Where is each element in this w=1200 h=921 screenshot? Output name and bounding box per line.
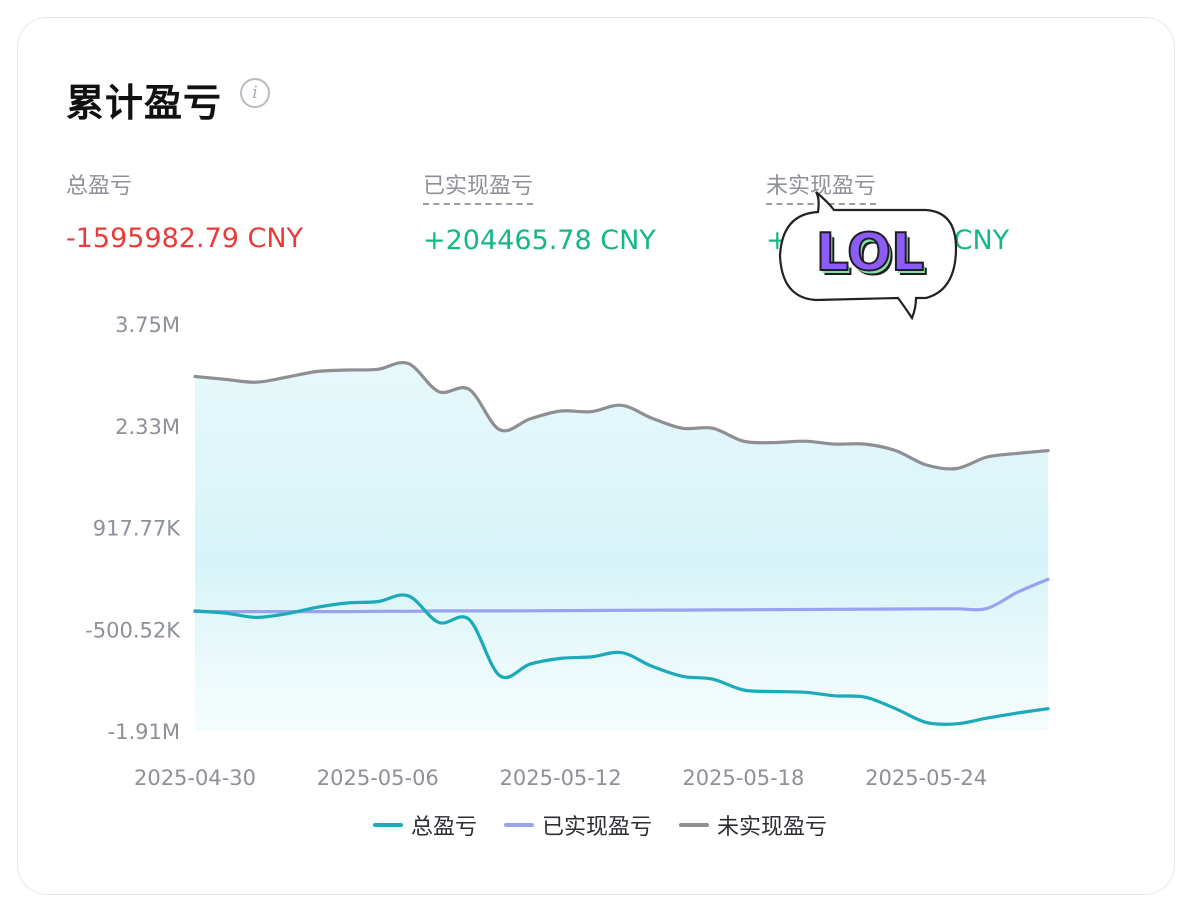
metric-value-total-pnl: -1595982.79 CNY	[66, 223, 304, 254]
x-tick-label: 2025-04-30	[134, 766, 256, 790]
series-line-unrealized	[193, 361, 1050, 471]
metric-label-total-pnl: 总盈亏	[66, 174, 133, 199]
series-line-realized	[193, 577, 1050, 614]
legend-label-total: 总盈亏	[410, 815, 477, 840]
legend-item-total[interactable]: 总盈亏	[372, 809, 477, 841]
svg-text:LOL: LOL	[820, 228, 929, 288]
y-tick-label: 3.75M	[115, 313, 180, 337]
series-line-total	[193, 593, 1050, 726]
y-tick-label: -1.91M	[108, 720, 180, 744]
speech-bubble-icon	[778, 191, 958, 320]
y-tick-label: 917.77K	[93, 517, 181, 541]
metric-value-unrealized-suffix: CNY	[953, 225, 1010, 256]
x-axis-ticks: 2025-04-30 2025-05-06 2025-05-12 2025-05-18…	[134, 766, 987, 790]
sticker-text: LOL	[816, 223, 925, 283]
metric-total-pnl: 总盈亏 -1595982.79 CNY	[66, 168, 303, 254]
y-axis-ticks: 3.75M 2.33M 917.77K -500.52K -1.91M	[85, 313, 181, 744]
metric-realized-pnl: 已实现盈亏 +204465.78 CNY	[423, 168, 656, 256]
x-tick-label: 2025-05-12	[500, 766, 622, 790]
legend-item-realized[interactable]: 已实现盈亏	[503, 809, 652, 841]
legend-item-unrealized[interactable]: 未实现盈亏	[679, 809, 827, 841]
legend-label-unrealized: 未实现盈亏	[717, 815, 828, 840]
legend-swatch-realized	[503, 823, 534, 827]
svg-text:LOL: LOL	[818, 226, 927, 286]
card-title: 累计盈亏	[66, 81, 223, 125]
series-lines	[193, 361, 1050, 726]
legend-swatch-unrealized	[679, 823, 709, 827]
x-tick-label: 2025-05-18	[682, 766, 804, 790]
legend-swatch-total	[372, 823, 403, 827]
chart-legend: 总盈亏 已实现盈亏 未实现盈亏	[0, 808, 1200, 841]
info-icon[interactable]: i	[240, 78, 270, 108]
metric-value-realized-pnl: +204465.78 CNY	[423, 225, 656, 256]
y-tick-label: 2.33M	[115, 415, 180, 439]
metric-label-realized-pnl[interactable]: 已实现盈亏	[423, 168, 534, 205]
x-tick-label: 2025-05-24	[865, 766, 987, 790]
legend-label-realized: 已实现盈亏	[541, 815, 652, 840]
y-tick-label: -500.52K	[85, 619, 181, 643]
x-tick-label: 2025-05-06	[317, 766, 439, 790]
pnl-area-fill	[195, 362, 1048, 731]
lol-sticker: LOL LOL LOL	[778, 191, 958, 320]
